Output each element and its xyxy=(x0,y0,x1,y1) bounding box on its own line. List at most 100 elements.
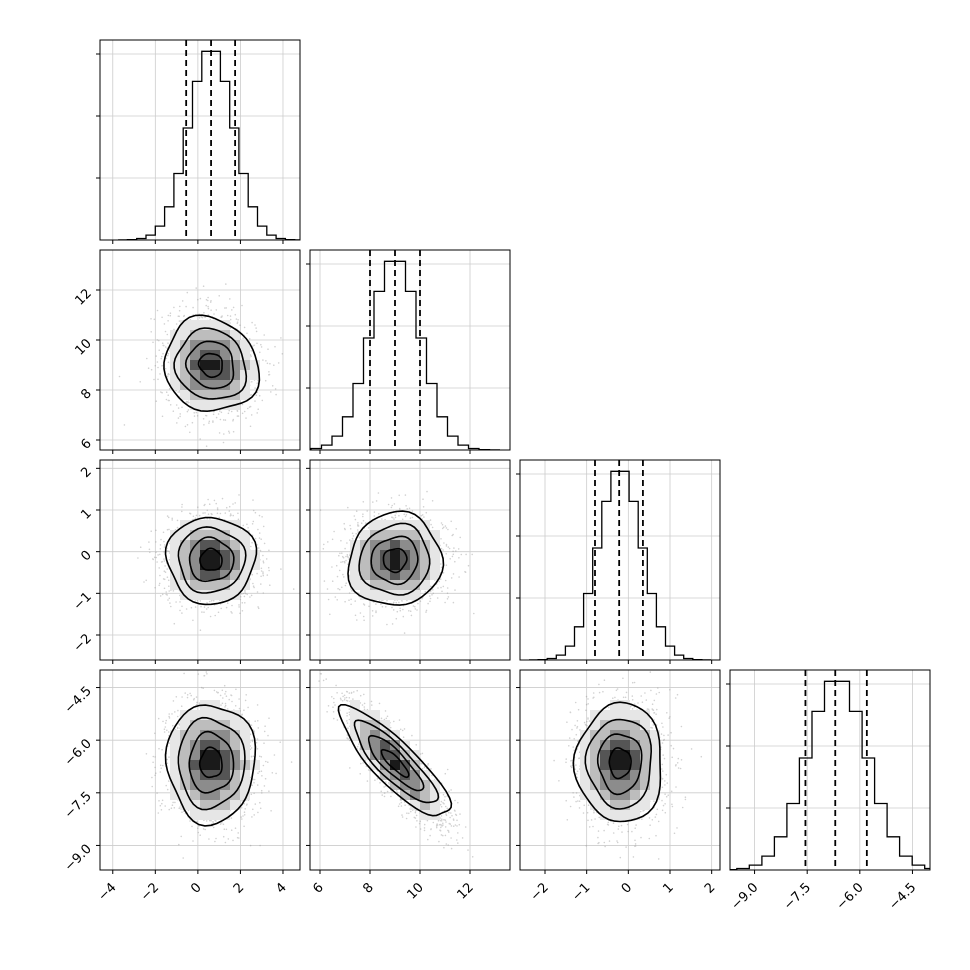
density-cell xyxy=(220,750,230,760)
density-cell xyxy=(240,570,250,580)
density-cell xyxy=(380,720,390,730)
contour-line xyxy=(370,535,419,586)
density-cell xyxy=(380,570,390,580)
density-cell xyxy=(170,350,180,360)
density-cell xyxy=(350,730,360,740)
density-cell xyxy=(610,780,620,790)
density-cell xyxy=(420,810,430,820)
density-cell xyxy=(430,570,440,580)
density-cell xyxy=(220,520,230,530)
density-cell xyxy=(220,790,230,800)
density-cell xyxy=(390,560,400,570)
density-cell xyxy=(390,540,400,550)
density-cell xyxy=(590,800,600,810)
density-cell xyxy=(640,800,650,810)
density-cell xyxy=(190,710,200,720)
density-cell xyxy=(170,370,180,380)
density-cell xyxy=(610,710,620,720)
density-cell xyxy=(590,750,600,760)
density-cell xyxy=(210,800,220,810)
density-cell xyxy=(380,520,390,530)
density-cell xyxy=(230,550,240,560)
density-cell xyxy=(180,710,190,720)
density-cell xyxy=(410,560,420,570)
density-cell xyxy=(410,580,420,590)
contour-line xyxy=(584,718,653,810)
density-cell xyxy=(640,760,650,770)
density-cell xyxy=(640,780,650,790)
contour-line xyxy=(163,314,261,413)
density-cell xyxy=(190,560,200,570)
y-tick-label: −4.5 xyxy=(62,684,95,717)
density-cell xyxy=(220,380,230,390)
contour-line xyxy=(358,522,431,596)
density-cell xyxy=(180,800,190,810)
density-cell xyxy=(220,360,230,370)
density-cell xyxy=(630,770,640,780)
density-cell xyxy=(390,760,400,770)
density-cell xyxy=(200,390,210,400)
density-cell xyxy=(640,710,650,720)
density-cell xyxy=(400,520,410,530)
y-tick-label: 10 xyxy=(73,336,95,358)
density-cell xyxy=(400,530,410,540)
density-cell xyxy=(230,790,240,800)
y-tick-label: −9.0 xyxy=(62,842,95,875)
density-cell xyxy=(360,570,370,580)
density-cell xyxy=(180,560,190,570)
density-cell xyxy=(380,580,390,590)
density-cell xyxy=(610,760,620,770)
density-cell xyxy=(620,730,630,740)
density-cell xyxy=(200,810,210,820)
density-cell xyxy=(190,810,200,820)
density-cell xyxy=(620,720,630,730)
density-cell xyxy=(620,790,630,800)
density-cell xyxy=(610,810,620,820)
density-cell xyxy=(220,350,230,360)
density-cell xyxy=(180,350,190,360)
density-cell xyxy=(230,730,240,740)
density-cell xyxy=(390,770,400,780)
density-cell xyxy=(220,590,230,600)
density-cell xyxy=(370,580,380,590)
density-cell xyxy=(190,790,200,800)
contour-line xyxy=(177,716,246,811)
density-cell xyxy=(400,570,410,580)
density-cell xyxy=(200,550,210,560)
density-cell xyxy=(410,760,420,770)
density-cell xyxy=(180,340,190,350)
density-cell xyxy=(240,340,250,350)
density-cell xyxy=(200,730,210,740)
density-cell xyxy=(390,530,400,540)
density-cell xyxy=(380,590,390,600)
density-cell xyxy=(400,740,410,750)
density-cell xyxy=(240,770,250,780)
density-cell xyxy=(220,810,230,820)
density-cell xyxy=(180,720,190,730)
x-tick-label: −4.5 xyxy=(886,880,919,913)
density-cell xyxy=(190,400,200,410)
density-cell xyxy=(370,750,380,760)
density-cell xyxy=(220,340,230,350)
density-cell xyxy=(430,550,440,560)
density-cell xyxy=(430,530,440,540)
density-cell xyxy=(180,380,190,390)
density-cell xyxy=(370,540,380,550)
contour-line xyxy=(572,701,662,823)
density-cell xyxy=(220,740,230,750)
contour-line xyxy=(188,730,235,794)
density-cell xyxy=(170,380,180,390)
density-cell xyxy=(200,710,210,720)
density-cell xyxy=(410,790,420,800)
density-cell xyxy=(230,560,240,570)
density-cell xyxy=(620,700,630,710)
density-cell xyxy=(590,790,600,800)
density-cell xyxy=(370,590,380,600)
density-cell xyxy=(420,560,430,570)
density-cell xyxy=(230,360,240,370)
density-cell xyxy=(220,730,230,740)
y-tick-label: −2 xyxy=(71,631,95,655)
density-cell xyxy=(210,700,220,710)
density-cell xyxy=(180,740,190,750)
density-cell xyxy=(400,540,410,550)
